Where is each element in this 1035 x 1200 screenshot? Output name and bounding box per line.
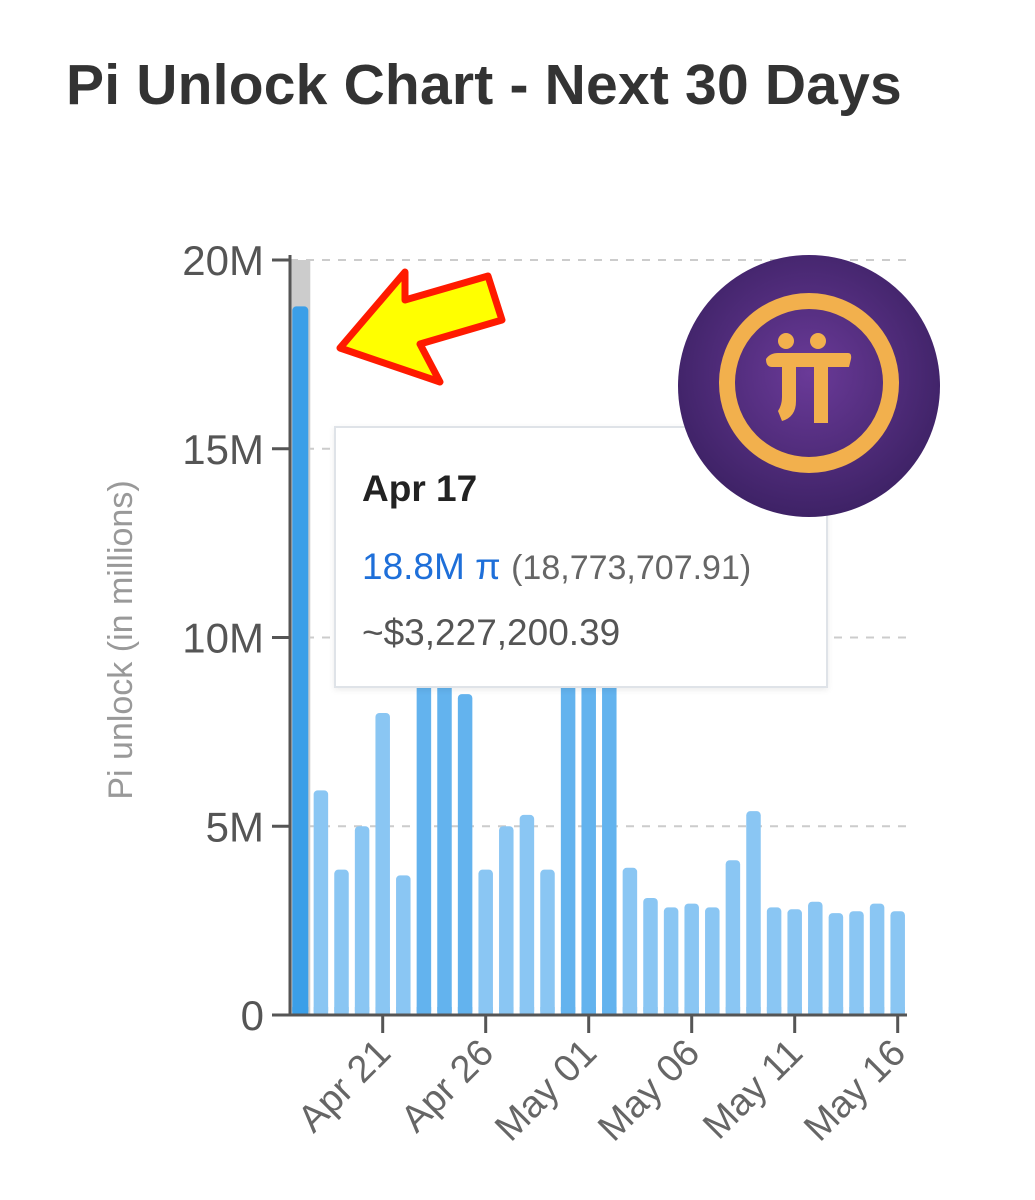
bar[interactable] bbox=[354, 826, 370, 1015]
bar[interactable] bbox=[828, 913, 844, 1015]
bar-base bbox=[457, 1007, 473, 1015]
y-tick-label: 15M bbox=[182, 426, 264, 473]
bar-base bbox=[602, 1007, 617, 1015]
bar[interactable] bbox=[849, 911, 864, 1015]
bar[interactable] bbox=[478, 869, 493, 1015]
bar[interactable] bbox=[560, 675, 576, 1015]
bar-base bbox=[787, 1007, 802, 1015]
y-tick-label: 20M bbox=[182, 237, 264, 284]
bar-base bbox=[540, 1007, 555, 1015]
bar-base bbox=[292, 1007, 309, 1015]
bar-base bbox=[375, 1007, 390, 1015]
bar-base bbox=[705, 1007, 720, 1015]
bar[interactable] bbox=[519, 814, 535, 1015]
y-axis-label: Pi unlock (in millions) bbox=[102, 480, 140, 799]
bar[interactable] bbox=[457, 694, 473, 1015]
bar[interactable] bbox=[746, 811, 761, 1015]
tooltip-value-row: 18.8M π (18,773,707.91) bbox=[362, 546, 751, 588]
bar-base bbox=[396, 1007, 411, 1015]
pi-network-logo-icon bbox=[678, 255, 940, 517]
tooltip-date: Apr 17 bbox=[362, 468, 478, 509]
bar-base bbox=[622, 1007, 638, 1015]
bars[interactable] bbox=[290, 260, 905, 1015]
bar-base bbox=[643, 1007, 658, 1015]
y-tick-label: 0 bbox=[241, 992, 264, 1039]
bar[interactable] bbox=[416, 675, 432, 1015]
bar-base bbox=[334, 1007, 349, 1015]
bar[interactable] bbox=[437, 675, 452, 1015]
bar-base bbox=[746, 1007, 761, 1015]
bar-base bbox=[808, 1007, 823, 1015]
bar-base bbox=[499, 1007, 514, 1015]
bar-base bbox=[437, 1007, 452, 1015]
tooltip-value: 18.8M π bbox=[362, 546, 501, 587]
bar-base bbox=[313, 1007, 329, 1015]
y-tick-label: 10M bbox=[182, 615, 264, 662]
bar-base bbox=[581, 1007, 596, 1015]
bar-base bbox=[849, 1007, 864, 1015]
tooltip-usd-value: ~$3,227,200.39 bbox=[362, 612, 621, 653]
bar[interactable] bbox=[890, 911, 905, 1015]
bar[interactable] bbox=[684, 903, 699, 1015]
bar[interactable] bbox=[766, 907, 782, 1015]
bar-base bbox=[560, 1007, 576, 1015]
y-tick-label: 5M bbox=[206, 803, 264, 850]
bar-base bbox=[869, 1007, 885, 1015]
bar[interactable] bbox=[725, 860, 741, 1015]
bar[interactable] bbox=[540, 869, 555, 1015]
bar-base bbox=[725, 1007, 741, 1015]
bar-base bbox=[478, 1007, 493, 1015]
bar[interactable] bbox=[313, 790, 329, 1015]
bar-base bbox=[663, 1007, 679, 1015]
yellow-arrow-icon bbox=[336, 268, 506, 386]
bar[interactable] bbox=[869, 903, 885, 1015]
x-tick-label: May 01 bbox=[487, 1032, 605, 1150]
bar-base bbox=[354, 1007, 370, 1015]
bar[interactable] bbox=[808, 901, 823, 1015]
bar[interactable] bbox=[663, 907, 679, 1015]
bar-base bbox=[828, 1007, 844, 1015]
x-tick-label: May 06 bbox=[590, 1032, 708, 1150]
tooltip-exact-value: (18,773,707.91) bbox=[511, 549, 752, 587]
bar-base bbox=[684, 1007, 699, 1015]
x-tick-label: May 16 bbox=[796, 1032, 914, 1150]
bar[interactable] bbox=[292, 306, 309, 1015]
chart-title: Pi Unlock Chart - Next 30 Days bbox=[66, 53, 902, 117]
x-tick-label: May 11 bbox=[695, 1032, 811, 1148]
x-tick-label: Apr 26 bbox=[393, 1032, 502, 1141]
bar[interactable] bbox=[375, 713, 390, 1015]
bar[interactable] bbox=[787, 909, 802, 1015]
tooltip: Apr 17 18.8M π (18,773,707.91) ~$3,227,2… bbox=[334, 426, 828, 688]
bar[interactable] bbox=[622, 867, 638, 1015]
bar-base bbox=[416, 1007, 432, 1015]
bar[interactable] bbox=[602, 675, 617, 1015]
bar[interactable] bbox=[643, 897, 658, 1015]
bar[interactable] bbox=[705, 907, 720, 1015]
bar[interactable] bbox=[581, 675, 596, 1015]
x-tick-label: Apr 21 bbox=[290, 1032, 399, 1141]
bar-base bbox=[766, 1007, 782, 1015]
bar-base bbox=[519, 1007, 535, 1015]
bar[interactable] bbox=[334, 869, 349, 1015]
bar[interactable] bbox=[396, 875, 411, 1015]
bar[interactable] bbox=[499, 826, 514, 1015]
bar-base bbox=[890, 1007, 905, 1015]
